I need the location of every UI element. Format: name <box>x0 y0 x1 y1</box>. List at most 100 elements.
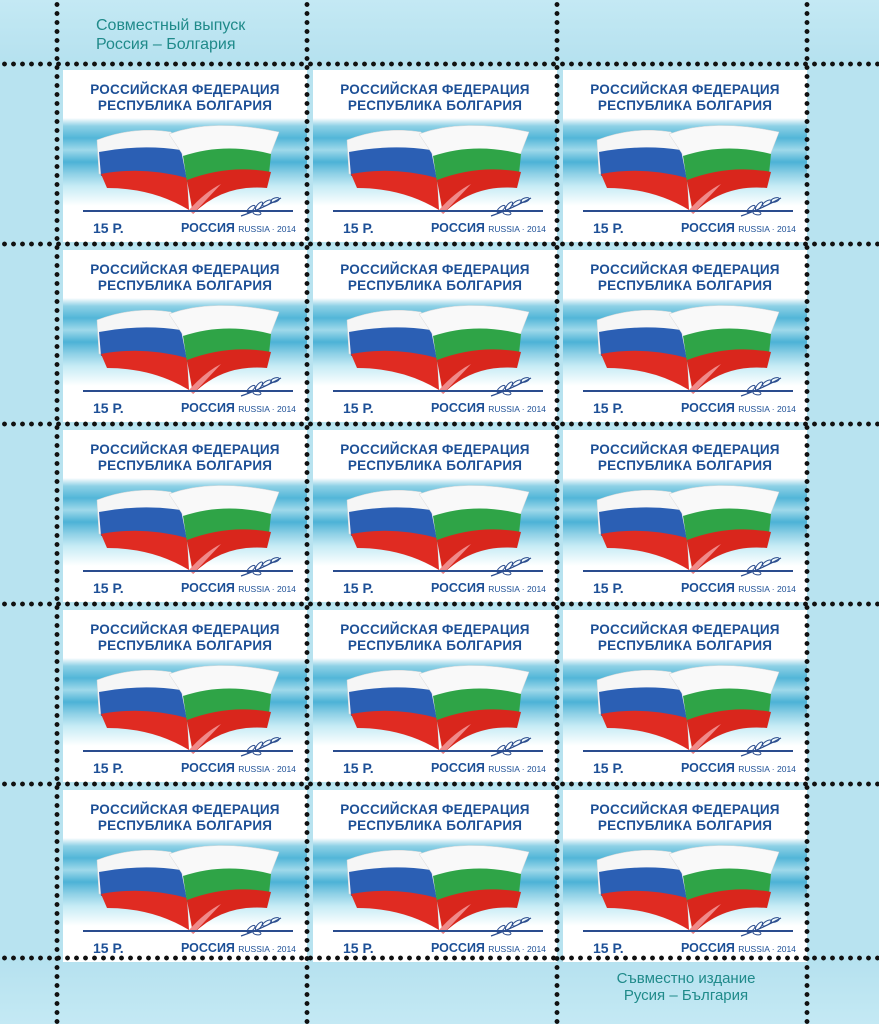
stamp-title: РОССИЙСКАЯ ФЕДЕРАЦИЯ РЕСПУБЛИКА БОЛГАРИЯ <box>563 82 807 114</box>
olive-branch-icon <box>490 377 532 397</box>
stamp-face-value: 15 Р. <box>343 400 374 416</box>
stamp-face-value: 15 Р. <box>93 580 124 596</box>
stamp-title-line1: РОССИЙСКАЯ ФЕДЕРАЦИЯ <box>590 82 780 97</box>
stamp-r1-c2: РОССИЙСКАЯ ФЕДЕРАЦИЯ РЕСПУБЛИКА БОЛГАРИЯ <box>313 70 557 242</box>
flag-russia-icon <box>346 129 439 210</box>
stamp-country-name: РОССИЯ <box>181 221 235 235</box>
stamp-country: РОССИЯ RUSSIA · 2014 <box>431 401 546 415</box>
flag-russia-icon <box>596 129 689 210</box>
stamp-face-value: 15 Р. <box>343 580 374 596</box>
olive-branch-icon <box>490 737 532 757</box>
stamp-country-name: РОССИЯ <box>681 581 735 595</box>
stamp-divider-line <box>83 930 293 932</box>
stamp-country-name: РОССИЯ <box>681 761 735 775</box>
stamp-title-line2: РЕСПУБЛИКА БОЛГАРИЯ <box>597 638 773 653</box>
olive-branch-icon <box>740 917 782 937</box>
olive-branch-icon <box>240 197 282 217</box>
stamp-r3-c2: РОССИЙСКАЯ ФЕДЕРАЦИЯ РЕСПУБЛИКА БОЛГАРИЯ <box>313 430 557 602</box>
stamp-title-line1: РОССИЙСКАЯ ФЕДЕРАЦИЯ <box>90 622 280 637</box>
flag-bulgaria-icon <box>668 125 780 214</box>
perforation-row-3 <box>0 421 879 427</box>
stamp-divider-line <box>583 930 793 932</box>
flags-illustration <box>346 485 530 574</box>
stamp-country-latin: RUSSIA · 2014 <box>238 764 296 774</box>
stamp-country: РОССИЯ RUSSIA · 2014 <box>431 581 546 595</box>
stamp-title-line2: РЕСПУБЛИКА БОЛГАРИЯ <box>347 278 523 293</box>
stamp-country-latin: RUSSIA · 2014 <box>738 584 796 594</box>
stamp-r3-c1: РОССИЙСКАЯ ФЕДЕРАЦИЯ РЕСПУБЛИКА БОЛГАРИЯ <box>63 430 307 602</box>
stamp-r1-c3: РОССИЙСКАЯ ФЕДЕРАЦИЯ РЕСПУБЛИКА БОЛГАРИЯ <box>563 70 807 242</box>
flags-illustration <box>596 125 780 214</box>
flag-bulgaria-icon <box>168 485 280 574</box>
stamp-country: РОССИЯ RUSSIA · 2014 <box>681 401 796 415</box>
stamp-country-name: РОССИЯ <box>181 581 235 595</box>
stamp-r4-c1: РОССИЙСКАЯ ФЕДЕРАЦИЯ РЕСПУБЛИКА БОЛГАРИЯ <box>63 610 307 782</box>
stamp-country: РОССИЯ RUSSIA · 2014 <box>431 761 546 775</box>
stamp-title-line2: РЕСПУБЛИКА БОЛГАРИЯ <box>97 458 273 473</box>
stamp-divider-line <box>333 570 543 572</box>
stamp-title-line1: РОССИЙСКАЯ ФЕДЕРАЦИЯ <box>90 82 280 97</box>
olive-branch-icon <box>490 917 532 937</box>
stamp-title: РОССИЙСКАЯ ФЕДЕРАЦИЯ РЕСПУБЛИКА БОЛГАРИЯ <box>313 82 557 114</box>
stamp-face-value: 15 Р. <box>593 400 624 416</box>
stamp-title: РОССИЙСКАЯ ФЕДЕРАЦИЯ РЕСПУБЛИКА БОЛГАРИЯ <box>563 622 807 654</box>
stamp-country-name: РОССИЯ <box>431 401 485 415</box>
flags-illustration <box>346 845 530 934</box>
stamp-country: РОССИЯ RUSSIA · 2014 <box>681 581 796 595</box>
stamp-r2-c3: РОССИЙСКАЯ ФЕДЕРАЦИЯ РЕСПУБЛИКА БОЛГАРИЯ <box>563 250 807 422</box>
stamp-face-value: 15 Р. <box>93 220 124 236</box>
perforation-row-1 <box>0 61 879 67</box>
sheet-bottom-margin <box>0 958 879 1024</box>
perforation-row-4 <box>0 601 879 607</box>
stamp-title-line1: РОССИЙСКАЯ ФЕДЕРАЦИЯ <box>90 442 280 457</box>
stamp-r4-c3: РОССИЙСКАЯ ФЕДЕРАЦИЯ РЕСПУБЛИКА БОЛГАРИЯ <box>563 610 807 782</box>
flags-illustration <box>346 665 530 754</box>
stamp-title-line2: РЕСПУБЛИКА БОЛГАРИЯ <box>347 98 523 113</box>
olive-branch-icon <box>240 377 282 397</box>
stamp-face-value: 15 Р. <box>593 940 624 956</box>
stamp-divider-line <box>83 210 293 212</box>
flag-bulgaria-icon <box>418 665 530 754</box>
flag-bulgaria-icon <box>668 485 780 574</box>
stamp-country-name: РОССИЯ <box>181 941 235 955</box>
stamp-country: РОССИЯ RUSSIA · 2014 <box>181 401 296 415</box>
joint-issue-text-ru: Совместный выпуск Россия – Болгария <box>96 17 246 53</box>
perforation-row-5 <box>0 781 879 787</box>
stamp-face-value: 15 Р. <box>343 940 374 956</box>
stamp-face-value: 15 Р. <box>593 220 624 236</box>
stamp-r4-c2: РОССИЙСКАЯ ФЕДЕРАЦИЯ РЕСПУБЛИКА БОЛГАРИЯ <box>313 610 557 782</box>
stamp-title: РОССИЙСКАЯ ФЕДЕРАЦИЯ РЕСПУБЛИКА БОЛГАРИЯ <box>313 622 557 654</box>
olive-branch-icon <box>740 557 782 577</box>
flag-russia-icon <box>96 489 189 570</box>
stamp-divider-line <box>583 750 793 752</box>
stamp-face-value: 15 Р. <box>593 580 624 596</box>
stamp-country-latin: RUSSIA · 2014 <box>488 404 546 414</box>
flag-russia-icon <box>96 849 189 930</box>
flag-russia-icon <box>346 309 439 390</box>
stamp-country: РОССИЯ RUSSIA · 2014 <box>181 761 296 775</box>
stamp-title-line2: РЕСПУБЛИКА БОЛГАРИЯ <box>97 98 273 113</box>
stamp-title-line2: РЕСПУБЛИКА БОЛГАРИЯ <box>597 278 773 293</box>
olive-branch-icon <box>740 377 782 397</box>
perforation-column-4 <box>804 0 810 1024</box>
perforation-row-2 <box>0 241 879 247</box>
perforation-column-3 <box>554 0 560 1024</box>
perforation-column-1 <box>54 0 60 1024</box>
flags-illustration <box>596 845 780 934</box>
stamp-country: РОССИЯ RUSSIA · 2014 <box>431 221 546 235</box>
flags-illustration <box>346 125 530 214</box>
flag-bulgaria-icon <box>668 665 780 754</box>
stamp-title-line2: РЕСПУБЛИКА БОЛГАРИЯ <box>97 638 273 653</box>
stamp-title: РОССИЙСКАЯ ФЕДЕРАЦИЯ РЕСПУБЛИКА БОЛГАРИЯ <box>63 82 307 114</box>
stamp-face-value: 15 Р. <box>343 760 374 776</box>
stamp-country-latin: RUSSIA · 2014 <box>738 404 796 414</box>
flag-russia-icon <box>596 669 689 750</box>
stamp-title-line1: РОССИЙСКАЯ ФЕДЕРАЦИЯ <box>340 622 530 637</box>
stamp-divider-line <box>583 210 793 212</box>
stamp-country-name: РОССИЯ <box>681 401 735 415</box>
stamp-face-value: 15 Р. <box>93 940 124 956</box>
stamp-title-line2: РЕСПУБЛИКА БОЛГАРИЯ <box>347 818 523 833</box>
flag-bulgaria-icon <box>418 845 530 934</box>
stamp-country-latin: RUSSIA · 2014 <box>238 224 296 234</box>
